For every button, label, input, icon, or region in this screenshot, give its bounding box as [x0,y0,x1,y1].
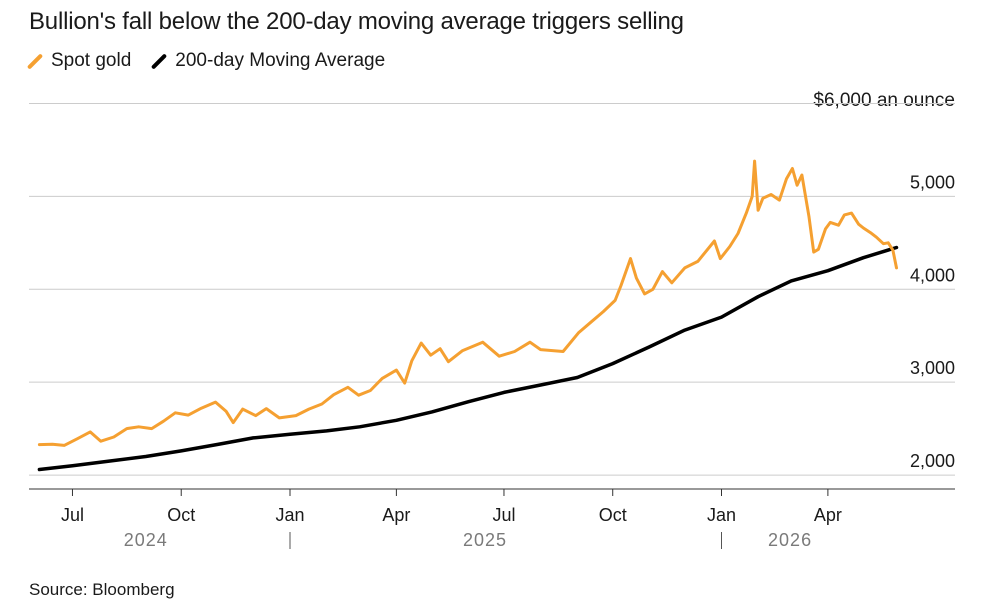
y-tick-label: 3,000 [910,358,955,378]
x-tick-label: Apr [382,505,410,525]
y-axis-unit-label: $6,000 an ounce [813,90,955,111]
year-label: 2025 [463,530,507,550]
spot-gold-line [37,159,898,447]
x-tick-label: Jan [275,505,304,525]
x-tick-label: Apr [814,505,842,525]
year-label: 2024 [124,530,168,550]
legend-label-moving-average: 200-day Moving Average [175,50,386,71]
chart-legend: Spot gold 200-day Moving Average [26,50,407,72]
legend-item-spot-gold: Spot gold [26,50,132,72]
x-tick-label: Jul [61,505,84,525]
y-tick-label: 2,000 [910,451,955,471]
y-tick-label: 4,000 [910,265,955,285]
moving-average-line [37,245,899,472]
legend-item-moving-average: 200-day Moving Average [151,50,386,72]
year-label: 2026 [768,530,812,550]
y-tick-label: 5,000 [910,172,955,192]
x-tick-label: Oct [167,505,195,525]
source-note: Source: Bloomberg [29,580,175,599]
x-tick-label: Jan [707,505,736,525]
x-tick-label: Jul [492,505,515,525]
x-tick-label: Oct [599,505,627,525]
legend-label-spot-gold: Spot gold [51,50,132,71]
chart-title: Bullion's fall below the 200-day moving … [29,8,684,35]
